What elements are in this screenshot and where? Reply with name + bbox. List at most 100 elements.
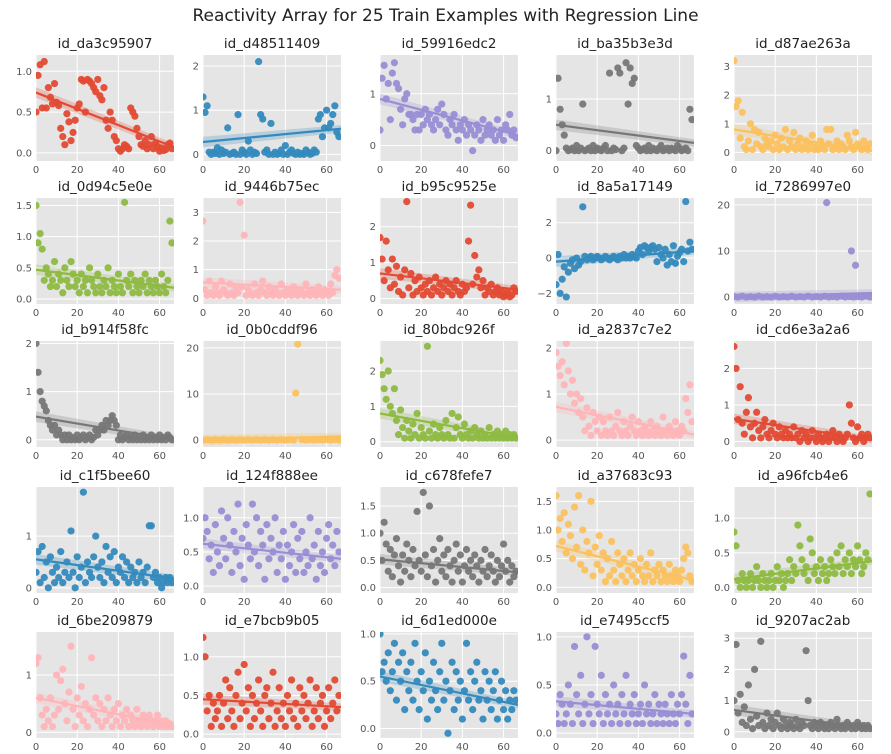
data-point [421, 551, 429, 559]
data-point [232, 691, 240, 700]
x-tick-label: 40 [456, 308, 469, 319]
subplot-title: id_d48511409 [224, 36, 320, 52]
data-point [75, 289, 83, 297]
data-point [837, 542, 845, 550]
data-point [419, 121, 427, 129]
data-point [203, 286, 209, 294]
data-point [96, 573, 104, 582]
data-point [775, 576, 783, 585]
data-point [682, 395, 690, 403]
data-point [42, 407, 50, 415]
data-point [147, 522, 155, 530]
x-tick-label: 0 [377, 308, 383, 319]
data-point [123, 705, 131, 713]
data-point [626, 422, 634, 430]
data-point [259, 277, 267, 285]
data-point [434, 105, 442, 113]
data-point [222, 676, 230, 684]
data-point [628, 413, 636, 421]
data-point [236, 715, 244, 723]
y-tick-label: 0 [370, 294, 376, 305]
y-tick-label: 0.5 [360, 677, 376, 688]
data-point [740, 703, 748, 711]
data-point [669, 242, 678, 250]
y-tick-label: 1.0 [16, 67, 32, 78]
data-point [390, 385, 399, 393]
data-point [242, 521, 250, 529]
data-point [624, 566, 632, 574]
data-point [583, 633, 591, 641]
data-point [506, 110, 514, 119]
data-point [392, 416, 401, 425]
data-point [316, 562, 325, 570]
data-point [599, 719, 607, 728]
subplot-17: 0 20 40 60 0.0 0.5 1.0 id_124f888ee [183, 468, 341, 608]
data-point [608, 537, 616, 546]
data-point [560, 719, 568, 728]
data-point [59, 289, 67, 297]
data-point [248, 500, 257, 508]
data-point [333, 527, 341, 536]
data-point [98, 289, 106, 297]
y-tick-label: 0.5 [536, 554, 552, 565]
data-point [79, 282, 87, 291]
data-point [847, 419, 856, 427]
data-point [493, 116, 502, 124]
plot-marks [203, 341, 341, 446]
x-tick-label: 0 [377, 597, 383, 608]
data-point [556, 280, 560, 289]
data-point [211, 283, 219, 291]
data-point [79, 717, 87, 725]
data-point [612, 577, 620, 586]
data-point [429, 126, 438, 134]
data-point [380, 255, 386, 263]
data-point [205, 555, 213, 563]
data-point [684, 147, 692, 155]
data-point [224, 514, 232, 522]
data-point [314, 715, 322, 723]
data-point [556, 74, 562, 82]
plot-area [556, 198, 694, 304]
data-point [407, 269, 415, 278]
data-point [481, 668, 489, 676]
data-point [55, 705, 63, 713]
data-point [603, 710, 612, 718]
data-point [399, 121, 407, 129]
data-point [392, 535, 401, 543]
data-point [645, 700, 653, 708]
data-point [831, 570, 839, 578]
data-point [773, 563, 781, 571]
data-point [380, 668, 386, 676]
data-point [52, 282, 61, 291]
data-point [624, 431, 632, 440]
data-point [564, 681, 572, 689]
x-tick-label: 20 [769, 742, 782, 753]
data-point [50, 258, 59, 266]
y-tick-label: 0.0 [536, 729, 552, 740]
data-point [203, 514, 209, 522]
data-point [628, 572, 636, 580]
data-point [669, 577, 678, 586]
data-point [392, 696, 401, 704]
data-point [510, 126, 518, 134]
data-point [38, 245, 46, 253]
data-point [405, 687, 413, 695]
data-point [81, 579, 90, 587]
data-point [300, 568, 308, 577]
data-point [450, 556, 458, 564]
data-point [753, 712, 761, 720]
data-point [269, 668, 277, 676]
data-point [259, 722, 267, 730]
data-point [440, 696, 448, 704]
y-tick-label: 2 [546, 218, 552, 229]
data-point [232, 548, 240, 556]
data-point [40, 57, 48, 66]
data-point [224, 124, 232, 132]
data-point [259, 115, 267, 123]
data-point [790, 563, 798, 571]
x-tick-label: 20 [238, 165, 251, 176]
data-point [308, 722, 316, 730]
data-point [614, 408, 622, 417]
data-point [442, 416, 450, 425]
